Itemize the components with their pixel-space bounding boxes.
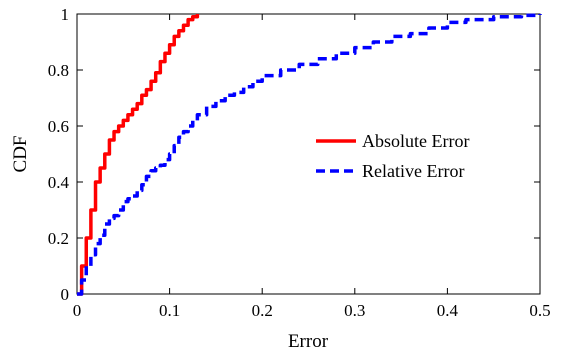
x-tick-label: 0.5 <box>529 301 550 320</box>
legend-label: Absolute Error <box>362 131 469 151</box>
series-line-1 <box>77 14 200 296</box>
x-tick-label: 0.3 <box>344 301 365 320</box>
y-tick-label: 1 <box>61 5 70 24</box>
x-tick-label: 0.4 <box>437 301 459 320</box>
legend-label: Relative Error <box>362 161 464 181</box>
x-axis-label: Error <box>288 331 329 352</box>
x-tick-label: 0 <box>73 301 82 320</box>
x-tick-label: 0.2 <box>252 301 273 320</box>
legend: Absolute Error Relative Error <box>316 131 469 181</box>
y-tick-label: 0.8 <box>48 61 69 80</box>
series-line-2 <box>77 13 542 296</box>
series-lines <box>77 13 542 296</box>
y-tick-label: 0.4 <box>48 173 70 192</box>
y-axis-label: CDF <box>10 136 31 173</box>
axis-ticks: 0 0.1 0.2 0.3 0.4 0.5 0 0.2 0.4 0.6 0.8 1 <box>48 5 551 320</box>
y-tick-label: 0.2 <box>48 229 69 248</box>
x-tick-label: 0.1 <box>159 301 180 320</box>
y-tick-label: 0 <box>61 285 70 304</box>
y-tick-label: 0.6 <box>48 117 69 136</box>
plot-frame <box>76 13 541 295</box>
